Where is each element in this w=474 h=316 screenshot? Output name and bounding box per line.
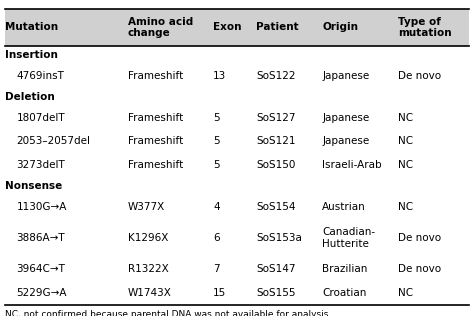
Text: Deletion: Deletion <box>5 92 55 102</box>
Text: De novo: De novo <box>398 264 441 274</box>
Text: Type of
mutation: Type of mutation <box>398 16 452 38</box>
Text: NC: NC <box>398 113 413 123</box>
Text: 1807delT: 1807delT <box>17 113 65 123</box>
Text: Frameshift: Frameshift <box>128 113 183 123</box>
Text: SoS147: SoS147 <box>256 264 295 274</box>
Text: SoS121: SoS121 <box>256 137 295 146</box>
Text: 4769insT: 4769insT <box>17 71 64 81</box>
Text: Patient: Patient <box>256 22 299 32</box>
Text: NC: NC <box>398 137 413 146</box>
Text: 3273delT: 3273delT <box>17 160 65 170</box>
Text: 5: 5 <box>213 160 220 170</box>
Text: SoS155: SoS155 <box>256 288 295 298</box>
Text: Canadian-
Hutterite: Canadian- Hutterite <box>322 227 375 249</box>
Text: R1322X: R1322X <box>128 264 169 274</box>
Text: 15: 15 <box>213 288 227 298</box>
Text: 3964C→T: 3964C→T <box>17 264 65 274</box>
Text: SoS153a: SoS153a <box>256 233 302 243</box>
Text: 5: 5 <box>213 113 220 123</box>
Text: Mutation: Mutation <box>5 22 58 32</box>
Text: SoS122: SoS122 <box>256 71 295 81</box>
Text: 3886A→T: 3886A→T <box>17 233 65 243</box>
Text: De novo: De novo <box>398 71 441 81</box>
Text: 1130G→A: 1130G→A <box>17 202 67 212</box>
Text: 4: 4 <box>213 202 220 212</box>
Text: Frameshift: Frameshift <box>128 160 183 170</box>
Text: NC: NC <box>398 160 413 170</box>
Text: Frameshift: Frameshift <box>128 137 183 146</box>
Text: NC: NC <box>398 288 413 298</box>
Text: SoS150: SoS150 <box>256 160 295 170</box>
Text: Croatian: Croatian <box>322 288 367 298</box>
Text: 5: 5 <box>213 137 220 146</box>
Text: W377X: W377X <box>128 202 165 212</box>
Text: Austrian: Austrian <box>322 202 366 212</box>
Text: Japanese: Japanese <box>322 113 370 123</box>
Text: Japanese: Japanese <box>322 137 370 146</box>
Text: Japanese: Japanese <box>322 71 370 81</box>
Text: 5229G→A: 5229G→A <box>17 288 67 298</box>
Text: K1296X: K1296X <box>128 233 168 243</box>
Text: De novo: De novo <box>398 233 441 243</box>
Text: Brazilian: Brazilian <box>322 264 368 274</box>
Text: 13: 13 <box>213 71 227 81</box>
Text: NC, not confirmed because parental DNA was not available for analysis.: NC, not confirmed because parental DNA w… <box>5 311 331 316</box>
Bar <box>5 9 469 46</box>
Text: Origin: Origin <box>322 22 358 32</box>
Text: Nonsense: Nonsense <box>5 181 62 191</box>
Text: 6: 6 <box>213 233 220 243</box>
Text: SoS127: SoS127 <box>256 113 295 123</box>
Text: Insertion: Insertion <box>5 50 58 60</box>
Text: Exon: Exon <box>213 22 242 32</box>
Text: SoS154: SoS154 <box>256 202 295 212</box>
Text: Israeli-Arab: Israeli-Arab <box>322 160 382 170</box>
Text: 2053–2057del: 2053–2057del <box>17 137 91 146</box>
Text: Frameshift: Frameshift <box>128 71 183 81</box>
Text: 7: 7 <box>213 264 220 274</box>
Text: Amino acid
change: Amino acid change <box>128 16 193 38</box>
Text: W1743X: W1743X <box>128 288 172 298</box>
Text: NC: NC <box>398 202 413 212</box>
